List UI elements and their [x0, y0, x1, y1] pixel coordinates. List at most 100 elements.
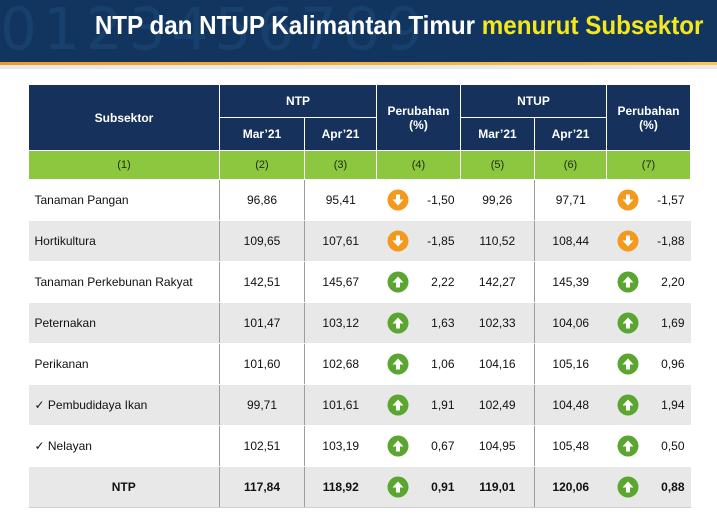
change-value: 2,22: [431, 275, 455, 289]
ntp-apr-value: 103,12: [304, 302, 377, 344]
ntp-change-cell: -1,85: [376, 220, 461, 262]
change-value: 1,91: [431, 398, 455, 412]
arrow-up-icon: [387, 312, 409, 334]
title-banner: 0123456789 NTP dan NTUP Kalimantan Timur…: [0, 0, 717, 62]
table-row: Perikanan 101,60 102,68 1,06 104,16 105,16 0,9…: [28, 343, 691, 385]
ntp-change-cell: 1,63: [376, 302, 461, 344]
table-row: ✓ Pembudidaya Ikan 99,71 101,61 1,91 102,49 1…: [28, 384, 691, 426]
subsector-label: Hortikultura: [28, 220, 220, 262]
header-row: Subsektor NTP Perubahan (%) NTUP Perubah…: [28, 84, 692, 151]
arrow-up-icon: [387, 271, 409, 293]
ntp-mar-value: 101,60: [219, 343, 305, 385]
ntp-mar-value: 96,86: [219, 179, 305, 221]
header-subrow: Mar’21 Apr’21 Mar’21 Apr’21: [29, 117, 691, 151]
page-title-highlight: menurut Subsektor: [481, 10, 703, 40]
ntup-mar-value: 102,33: [460, 302, 535, 344]
column-number: (3): [304, 150, 377, 180]
subsector-label: ✓ Nelayan: [28, 425, 220, 467]
table-body: Tanaman Pangan 96,86 95,41 -1,50 99,26 97,71 -…: [28, 179, 691, 508]
ntup-change-cell: 0,96: [606, 343, 691, 385]
accent-stripe: [0, 62, 717, 65]
change-value: 0,91: [431, 480, 455, 494]
ntup-change-cell: 0,88: [606, 466, 691, 508]
ntup-change-cell: -1,88: [606, 220, 691, 262]
change-value: -1,88: [657, 234, 685, 248]
arrow-up-icon: [387, 353, 409, 375]
ntp-mar-value: 102,51: [219, 425, 305, 467]
ntp-apr-value: 102,68: [304, 343, 377, 385]
ntup-change-cell: 1,69: [606, 302, 691, 344]
arrow-up-icon: [387, 394, 409, 416]
ntp-apr-value: 101,61: [304, 384, 377, 426]
subsector-label: NTP: [28, 466, 220, 508]
change-value: -1,50: [427, 193, 455, 207]
page-title: NTP dan NTUP Kalimantan Timur menurut Su…: [94, 10, 703, 41]
table-row: Tanaman Perkebunan Rakyat 142,51 145,67 2,2…: [28, 261, 691, 303]
ntup-apr-value: 120,06: [533, 466, 607, 508]
ntp-mar-value: 117,84: [219, 466, 305, 508]
ntup-mar-value: 142,27: [460, 261, 535, 303]
ntp-change-cell: 1,06: [376, 343, 461, 385]
change-value: 0,50: [661, 439, 685, 453]
subsector-label: ✓ Pembudidaya Ikan: [28, 384, 220, 426]
arrow-up-icon: [617, 353, 639, 375]
header-perubahan-ntup: Perubahan (%): [606, 84, 692, 151]
divider-stripe: [0, 65, 717, 69]
column-number: (6): [533, 150, 608, 180]
column-number-row: (1) (2) (3) (4) (5) (6) (7): [28, 150, 692, 180]
change-value: 1,63: [431, 316, 455, 330]
change-value: -1,57: [657, 193, 685, 207]
ntp-mar-value: 142,51: [219, 261, 305, 303]
ntup-apr-value: 108,44: [533, 220, 607, 262]
change-value: 1,69: [661, 316, 685, 330]
ntp-mar-value: 99,71: [219, 384, 305, 426]
ntup-mar-value: 104,95: [460, 425, 535, 467]
table-row: Peternakan 101,47 103,12 1,63 102,33 104,06 1,…: [28, 302, 691, 344]
ntup-apr-value: 104,06: [533, 302, 607, 344]
ntp-change-cell: 1,91: [376, 384, 461, 426]
ntp-change-cell: -1,50: [376, 179, 461, 221]
ntp-change-cell: 0,91: [376, 466, 461, 508]
subsector-table: Subsektor NTP Perubahan (%) NTUP Perubah…: [28, 84, 692, 508]
arrow-up-icon: [617, 476, 639, 498]
header-ntp-mar: Mar’21: [219, 117, 305, 151]
column-number: (2): [219, 150, 305, 180]
ntup-mar-value: 99,26: [460, 179, 535, 221]
change-value: 1,06: [431, 357, 455, 371]
subsector-label: Peternakan: [28, 302, 220, 344]
column-number: (1): [28, 150, 220, 180]
header-group-ntp: NTP: [219, 84, 377, 118]
header-group-ntup: NTUP: [459, 84, 608, 118]
header-perubahan-ntp: Perubahan (%): [376, 84, 461, 151]
change-value: 0,88: [661, 480, 685, 494]
ntp-mar-value: 101,47: [219, 302, 305, 344]
arrow-up-icon: [387, 435, 409, 457]
column-number: (7): [606, 150, 692, 180]
arrow-up-icon: [617, 312, 639, 334]
table-row: Hortikultura 109,65 107,61 -1,85 110,52 108,4…: [28, 220, 691, 262]
ntup-mar-value: 102,49: [460, 384, 535, 426]
change-value: 0,96: [661, 357, 685, 371]
ntup-change-cell: 1,94: [606, 384, 691, 426]
ntup-apr-value: 105,48: [533, 425, 607, 467]
ntp-apr-value: 145,67: [304, 261, 377, 303]
ntp-apr-value: 103,19: [304, 425, 377, 467]
column-number: (4): [376, 150, 461, 180]
ntup-apr-value: 145,39: [533, 261, 607, 303]
table-row: ✓ Nelayan 102,51 103,19 0,67 104,95 105,48 0,5…: [28, 425, 691, 467]
header-ntp-apr: Apr’21: [304, 117, 377, 151]
page-title-main: NTP dan NTUP Kalimantan Timur: [94, 10, 475, 40]
change-value: 1,94: [661, 398, 685, 412]
banner-digit-decoration: 0123456789: [0, 0, 430, 62]
column-number: (5): [460, 150, 535, 180]
change-value: 0,67: [431, 439, 455, 453]
ntup-apr-value: 105,16: [533, 343, 607, 385]
arrow-up-icon: [617, 435, 639, 457]
ntup-change-cell: -1,57: [606, 179, 691, 221]
ntp-mar-value: 109,65: [219, 220, 305, 262]
ntup-mar-value: 119,01: [460, 466, 535, 508]
table-row: Tanaman Pangan 96,86 95,41 -1,50 99,26 97,71 -…: [28, 179, 691, 221]
total-row: NTP 117,84 118,92 0,91 119,01 120,06 0,88: [28, 466, 691, 508]
header-subsektor: Subsektor: [28, 84, 220, 151]
ntup-apr-value: 97,71: [533, 179, 607, 221]
